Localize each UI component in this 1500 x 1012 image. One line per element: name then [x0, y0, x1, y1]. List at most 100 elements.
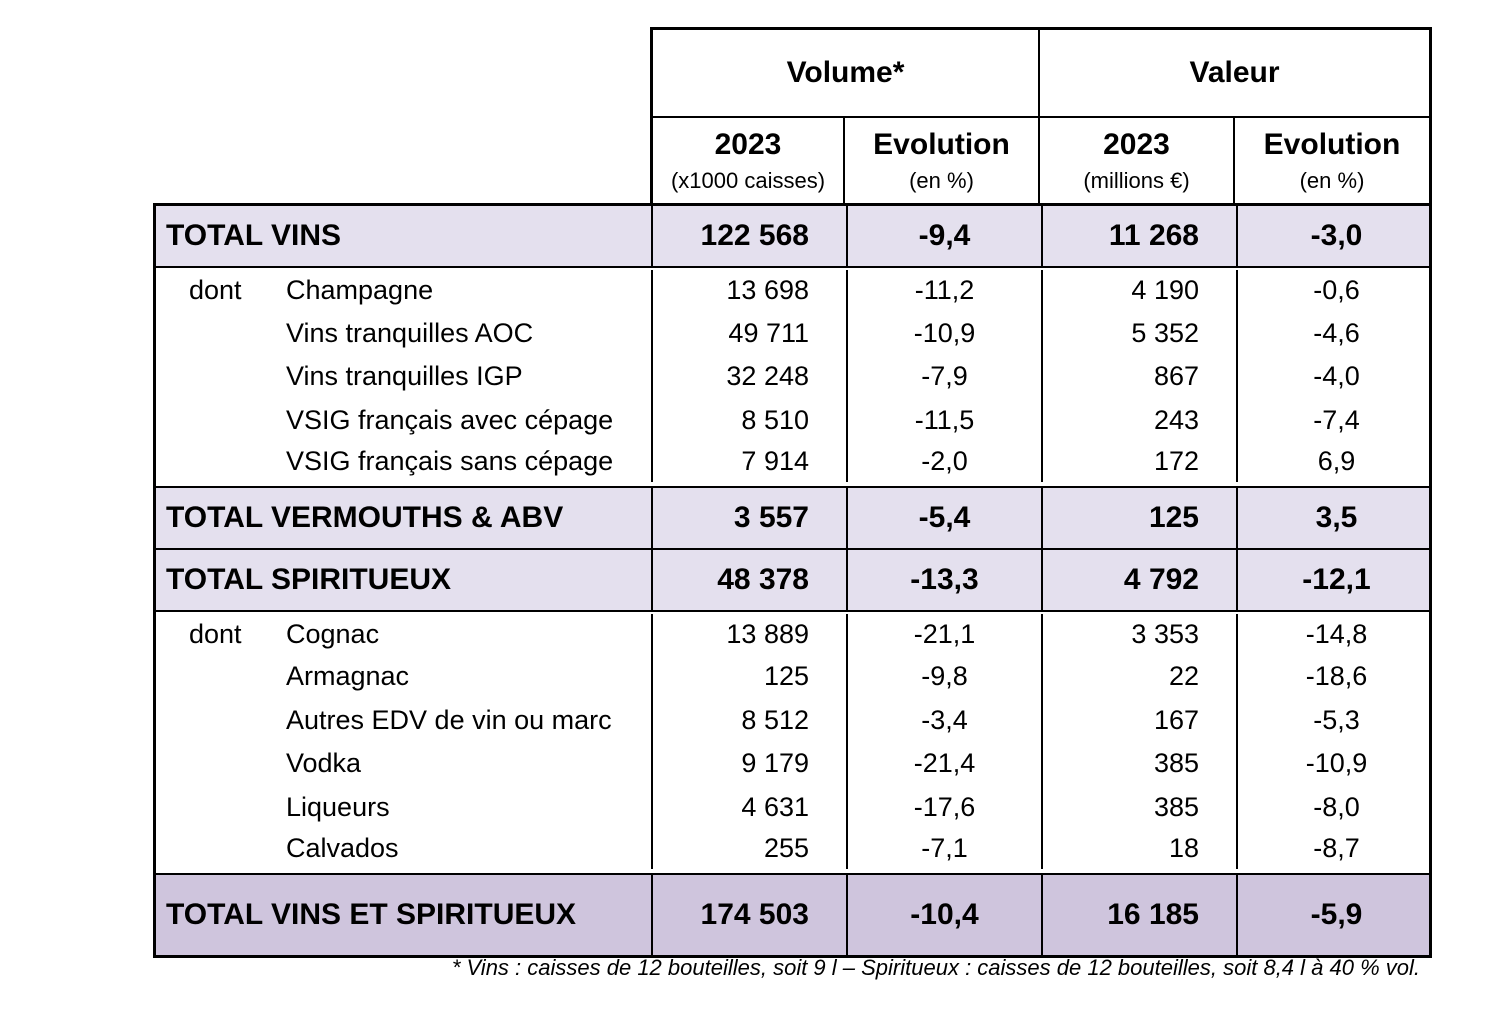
row-volume-evolution: -11,5	[848, 398, 1043, 442]
table-body: TOTAL VINS 122 568 -9,4 11 268 -3,0 dont…	[153, 203, 1432, 958]
row-volume: 7 914	[653, 442, 848, 482]
row-volume: 125	[653, 655, 848, 699]
row-valeur-evolution: -8,7	[1313, 833, 1360, 864]
row-valeur-evolution: -4,6	[1313, 317, 1360, 348]
row-valeur: 3 353	[1043, 613, 1238, 655]
row-label-text: Cognac	[286, 618, 380, 649]
header-row-groups: Volume* Valeur	[153, 27, 1432, 116]
volume-header: Volume*	[650, 27, 1040, 116]
total-vermouths-volume-evolution: -5,4	[848, 487, 1043, 548]
row-volume-evolution: -10,9	[848, 311, 1043, 355]
col-volume-evolution-title: Evolution	[873, 127, 1010, 161]
grand-total-valeur: 16 185	[1043, 874, 1238, 955]
table-row: VSIG français sans cépage 7 914 -2,0 172…	[156, 442, 1429, 486]
total-vermouths-row: TOTAL VERMOUTHS & ABV 3 557 -5,4 125 3,5	[156, 487, 1429, 550]
total-spiritueux-label: TOTAL SPIRITUEUX	[156, 549, 653, 610]
row-label-text: Armagnac	[286, 661, 410, 692]
table-row: Autres EDV de vin ou marc 8 512 -3,4 167…	[156, 698, 1429, 742]
grand-total-row: TOTAL VINS ET SPIRITUEUX 174 503 -10,4 1…	[156, 874, 1429, 955]
table-row: VSIG français avec cépage 8 510 -11,5 24…	[156, 398, 1429, 442]
row-valeur-evolution: -8,0	[1313, 791, 1360, 822]
row-label: dont Champagne	[156, 270, 653, 312]
row-label: Liqueurs	[156, 785, 653, 829]
col-volume-evolution-unit: (en %)	[909, 167, 974, 193]
row-valeur-evolution: -5,3	[1313, 704, 1360, 735]
row-valeur: 5 352	[1043, 311, 1238, 355]
header-row-columns: 2023 (x1000 caisses) Evolution (en %) 20…	[153, 116, 1432, 203]
total-vins-volume-evolution: -9,4	[848, 206, 1043, 266]
row-label: Vodka	[156, 742, 653, 786]
row-volume: 32 248	[653, 355, 848, 399]
spiritueux-detail-group: dont Cognac 13 889 -21,1 3 353 -14,8 Arma…	[156, 612, 1429, 875]
row-valeur-evolution: -4,0	[1313, 361, 1360, 392]
row-valeur: 385	[1043, 785, 1238, 829]
total-vermouths-valeur: 125	[1043, 487, 1238, 548]
grand-total-label: TOTAL VINS ET SPIRITUEUX	[156, 874, 653, 955]
row-valeur: 243	[1043, 398, 1238, 442]
row-volume: 8 510	[653, 398, 848, 442]
table-row: dont Champagne 13 698 -11,2 4 190 -0,6	[156, 268, 1429, 312]
row-volume-evolution: -2,0	[848, 442, 1043, 482]
footnote: * Vins : caisses de 12 bouteilles, soit …	[451, 955, 1420, 980]
total-vins-valeur: 11 268	[1043, 206, 1238, 266]
row-valeur: 4 190	[1043, 270, 1238, 312]
row-volume-evolution: -21,4	[848, 742, 1043, 786]
row-volume: 9 179	[653, 742, 848, 786]
row-valeur-evolution: -14,8	[1305, 618, 1368, 649]
row-label-text: Liqueurs	[286, 791, 390, 822]
total-vermouths-valeur-evolution: 3,5	[1315, 500, 1358, 534]
header-blank	[153, 27, 650, 116]
row-volume: 13 889	[653, 613, 848, 655]
row-label-text: Vins tranquilles AOC	[286, 317, 534, 348]
row-label: Autres EDV de vin ou marc	[156, 698, 653, 742]
row-label: Calvados	[156, 829, 653, 869]
row-volume: 13 698	[653, 270, 848, 312]
header-blank-2	[153, 116, 650, 203]
row-volume-evolution: -9,8	[848, 655, 1043, 699]
col-valeur-evolution-unit: (en %)	[1299, 167, 1365, 193]
col-valeur-2023-title: 2023	[1103, 127, 1170, 161]
row-label-text: VSIG français avec cépage	[286, 404, 614, 435]
export-table: Volume* Valeur 2023 (x1000 caisses) Evol…	[153, 27, 1432, 958]
vins-detail-group: dont Champagne 13 698 -11,2 4 190 -0,6 Vi…	[156, 268, 1429, 488]
total-spiritueux-volume-evolution: -13,3	[848, 549, 1043, 610]
row-label-text: Calvados	[286, 833, 399, 864]
row-volume-evolution: -21,1	[848, 613, 1043, 655]
valeur-header: Valeur	[1040, 27, 1432, 116]
row-volume-evolution: -7,9	[848, 355, 1043, 399]
col-valeur-evolution-title: Evolution	[1263, 127, 1401, 161]
col-volume-2023: 2023 (x1000 caisses)	[650, 116, 845, 203]
grand-total-valeur-evolution: -5,9	[1310, 897, 1363, 931]
row-volume: 8 512	[653, 698, 848, 742]
row-valeur: 867	[1043, 355, 1238, 399]
row-valeur: 18	[1043, 829, 1238, 869]
total-vins-row: TOTAL VINS 122 568 -9,4 11 268 -3,0	[156, 206, 1429, 268]
table-row: Vodka 9 179 -21,4 385 -10,9	[156, 742, 1429, 786]
row-valeur: 172	[1043, 442, 1238, 482]
row-valeur-evolution: 6,9	[1317, 446, 1356, 477]
row-valeur: 385	[1043, 742, 1238, 786]
table-row: dont Cognac 13 889 -21,1 3 353 -14,8	[156, 612, 1429, 655]
row-volume: 49 711	[653, 311, 848, 355]
dont-label: dont	[189, 618, 242, 649]
row-volume-evolution: -7,1	[848, 829, 1043, 869]
row-valeur-evolution: -7,4	[1313, 404, 1360, 435]
col-volume-evolution: Evolution (en %)	[845, 116, 1040, 203]
col-valeur-evolution: Evolution (en %)	[1235, 116, 1432, 203]
row-label: VSIG français sans cépage	[156, 442, 653, 482]
table-row: Armagnac 125 -9,8 22 -18,6	[156, 655, 1429, 699]
row-label: Armagnac	[156, 655, 653, 699]
dont-label: dont	[189, 275, 242, 306]
row-label-text: Vins tranquilles IGP	[286, 361, 523, 392]
total-spiritueux-row: TOTAL SPIRITUEUX 48 378 -13,3 4 792 -12,…	[156, 549, 1429, 612]
row-valeur: 167	[1043, 698, 1238, 742]
row-label-text: Champagne	[286, 275, 434, 306]
row-volume: 255	[653, 829, 848, 869]
row-volume-evolution: -3,4	[848, 698, 1043, 742]
volume-title: Volume*	[786, 56, 905, 89]
row-volume: 4 631	[653, 785, 848, 829]
row-label: Vins tranquilles IGP	[156, 355, 653, 399]
table-row: Calvados 255 -7,1 18 -8,7	[156, 829, 1429, 873]
row-label: dont Cognac	[156, 613, 653, 655]
total-vermouths-label: TOTAL VERMOUTHS & ABV	[156, 487, 653, 548]
